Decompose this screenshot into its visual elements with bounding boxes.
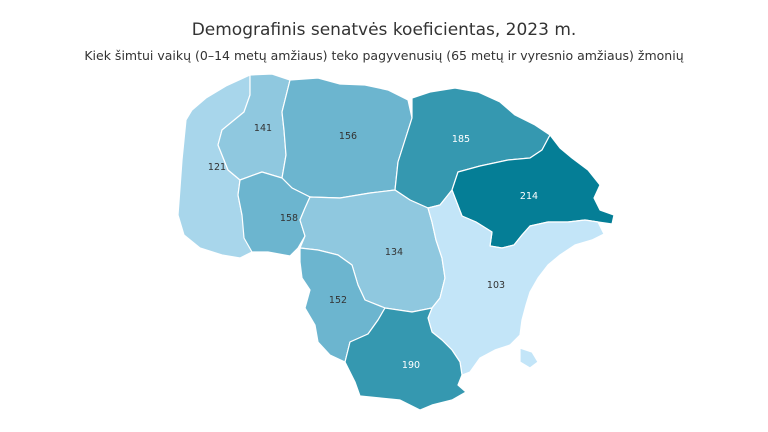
region-value-label: 134 — [385, 247, 403, 258]
region-value-label: 156 — [339, 131, 357, 142]
region-taurage[interactable] — [237, 171, 311, 257]
region-value-label: 121 — [208, 162, 226, 173]
chart-title: Demografinis senatvės koeficientas, 2023… — [191, 20, 577, 40]
region-value-label: 190 — [402, 360, 420, 371]
region-value-label: 103 — [487, 280, 505, 291]
region-value-label: 185 — [452, 134, 470, 145]
region-value-label: 214 — [520, 191, 538, 202]
region-alytus[interactable] — [344, 307, 467, 411]
region-value-label: 158 — [280, 213, 298, 224]
region-value-label: 141 — [254, 123, 272, 134]
region-value-label: 152 — [329, 295, 347, 306]
chart-subtitle: Kiek šimtui vaikų (0–14 metų amžiaus) te… — [84, 48, 684, 63]
